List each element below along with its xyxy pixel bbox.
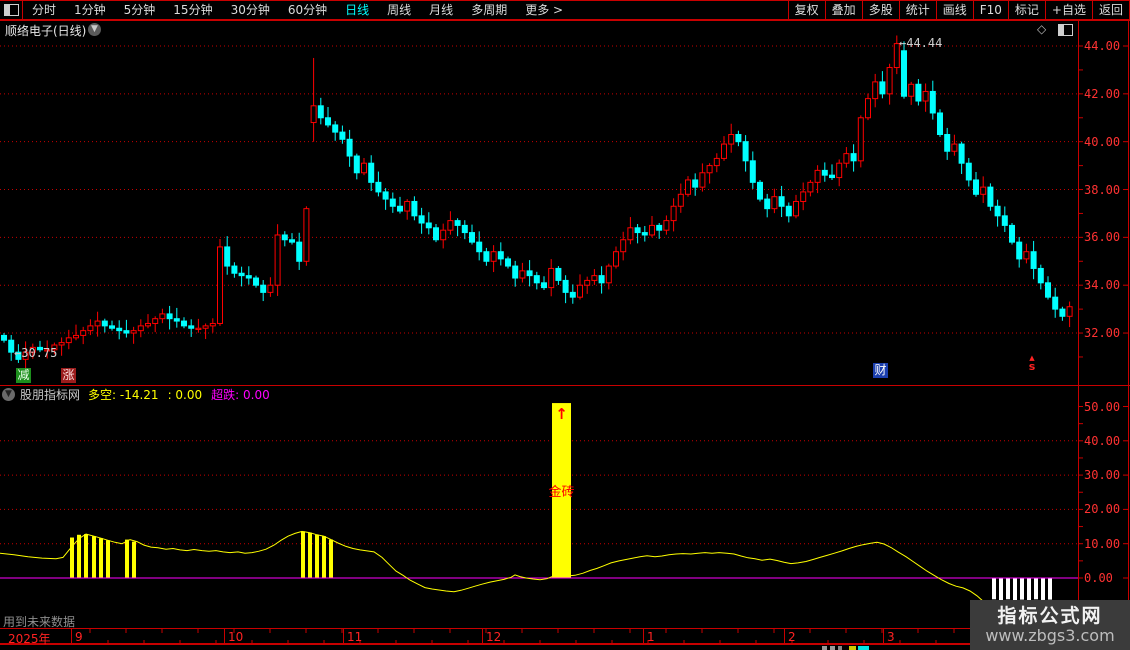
indicator-tick-10.00: 10.00 [1084,536,1121,551]
timeline-month-9: 9 [75,630,83,644]
highest-price-label: ←44.44 [899,36,943,50]
price-tick-40.00: 40.00 [1084,134,1121,149]
chart-marker-减: 减 [16,368,31,383]
menu-item-5分钟[interactable]: 5分钟 [123,3,156,17]
year-label: 2025年 [8,632,51,646]
menu-item-复权[interactable]: 复权 [787,1,825,19]
menu-item-多股[interactable]: 多股 [861,1,899,19]
indicator-value: 超跌: 0.00 [211,388,270,402]
menu-item-统计[interactable]: 统计 [898,1,936,19]
indicator-tick-30.00: 30.00 [1084,468,1121,483]
watermark-title: 指标公式网 [997,605,1103,627]
timeline-separator [71,629,72,643]
chevron-down-icon[interactable]: ▼ [2,388,15,401]
chart-marker-涨: 涨 [61,368,76,383]
menu-item-画线[interactable]: 画线 [935,1,973,19]
indicator-tick-50.00: 50.00 [1084,399,1121,414]
price-tick-34.00: 34.00 [1084,278,1121,293]
timeline-separator [343,629,344,643]
watermark-url: www.zbgs3.com [985,626,1115,645]
future-data-warning: 用到未来数据 [3,615,76,629]
diamond-icon[interactable]: ◇ [1037,22,1047,36]
title-row: 顺络电子(日线) ▼ ◇ [0,20,1078,38]
lowest-price-label: ←30.75 [14,346,58,360]
time-axis[interactable]: 2025年 9 10 11 12 1 2 3 [0,628,1130,646]
tools-menu: 复权 叠加 多股 统计 画线 F10 标记 +自选 返回 [787,1,1130,19]
watermark[interactable]: 指标公式网 www.zbgs3.com [970,600,1130,650]
menu-item-月线[interactable]: 月线 [429,3,454,17]
menu-item-日线[interactable]: 日线 [345,3,370,17]
price-tick-38.00: 38.00 [1084,182,1121,197]
indicator-tick-40.00: 40.00 [1084,433,1121,448]
price-tick-32.00: 32.00 [1084,326,1121,341]
period-menu: 分时 1分钟 5分钟 15分钟 30分钟 60分钟 日线 周线 月线 多周期 更多 > [23,1,572,19]
timeline-month-11: 11 [347,630,363,644]
timeline-month-1: 1 [647,630,655,644]
split-pane-icon [3,4,19,16]
clipped-glyph [858,646,869,650]
clipped-glyph [838,646,842,650]
menu-item-分时[interactable]: 分时 [32,3,57,17]
menu-item-多周期[interactable]: 多周期 [471,3,508,17]
clipped-glyph [849,646,856,650]
menu-item-更多 >[interactable]: 更多 > [525,3,564,17]
timeline-separator [883,629,884,643]
menu-item-15分钟[interactable]: 15分钟 [173,3,213,17]
split-pane-icon[interactable] [1058,24,1073,36]
main-chart-panel[interactable] [0,38,1078,378]
chart-marker-财: 财 [873,363,888,378]
menu-item-60分钟[interactable]: 60分钟 [287,3,328,17]
timeline-separator [643,629,644,643]
menu-item-1分钟[interactable]: 1分钟 [74,3,106,17]
menu-item-F10[interactable]: F10 [972,1,1008,19]
top-menu-bar: 分时 1分钟 5分钟 15分钟 30分钟 60分钟 日线 周线 月线 多周期 更多 > 复权 叠加 多股… [0,0,1130,20]
sell-signal-marker: ▲ s [1026,354,1038,373]
chevron-down-icon[interactable]: ▼ [88,23,101,36]
menu-item-周线[interactable]: 周线 [387,3,412,17]
menu-item-返回[interactable]: 返回 [1091,1,1129,19]
indicator-header: ▼ 股朋指标网 多空: -14.21 : 0.00 超跌: 0.00 [2,387,279,402]
price-tick-36.00: 36.00 [1084,230,1121,245]
timeline-month-12: 12 [486,630,502,644]
up-arrow-icon: ▲ [1029,354,1035,362]
menu-item-叠加[interactable]: 叠加 [824,1,862,19]
menu-item-30分钟[interactable]: 30分钟 [230,3,270,17]
page-title: 顺络电子(日线) [5,24,87,38]
timeline-month-10: 10 [228,630,244,644]
indicator-tick-0.00: 0.00 [1084,571,1113,585]
price-tick-44.00: 44.00 [1084,39,1121,53]
clipped-glyph [822,646,827,650]
indicator-name: 股朋指标网 [20,388,81,402]
timeline-month-2: 2 [788,630,796,644]
indicator-tick-20.00: 20.00 [1084,502,1121,517]
menu-item-标记[interactable]: 标记 [1007,1,1045,19]
indicator-value: : 0.00 [167,388,203,402]
indicator-panel[interactable] [0,402,1078,607]
indicator-values: 多空: -14.21 : 0.00 超跌: 0.00 [88,386,279,403]
clipped-glyph [830,646,835,650]
timeline-separator [482,629,483,643]
price-tick-42.00: 42.00 [1084,86,1121,101]
indicator-value: 多空: -14.21 [88,388,159,402]
window-layout-button[interactable] [0,1,23,19]
timeline-separator [224,629,225,643]
timeline-separator [784,629,785,643]
menu-item-+自选[interactable]: +自选 [1044,1,1092,19]
timeline-month-3: 3 [887,630,895,644]
